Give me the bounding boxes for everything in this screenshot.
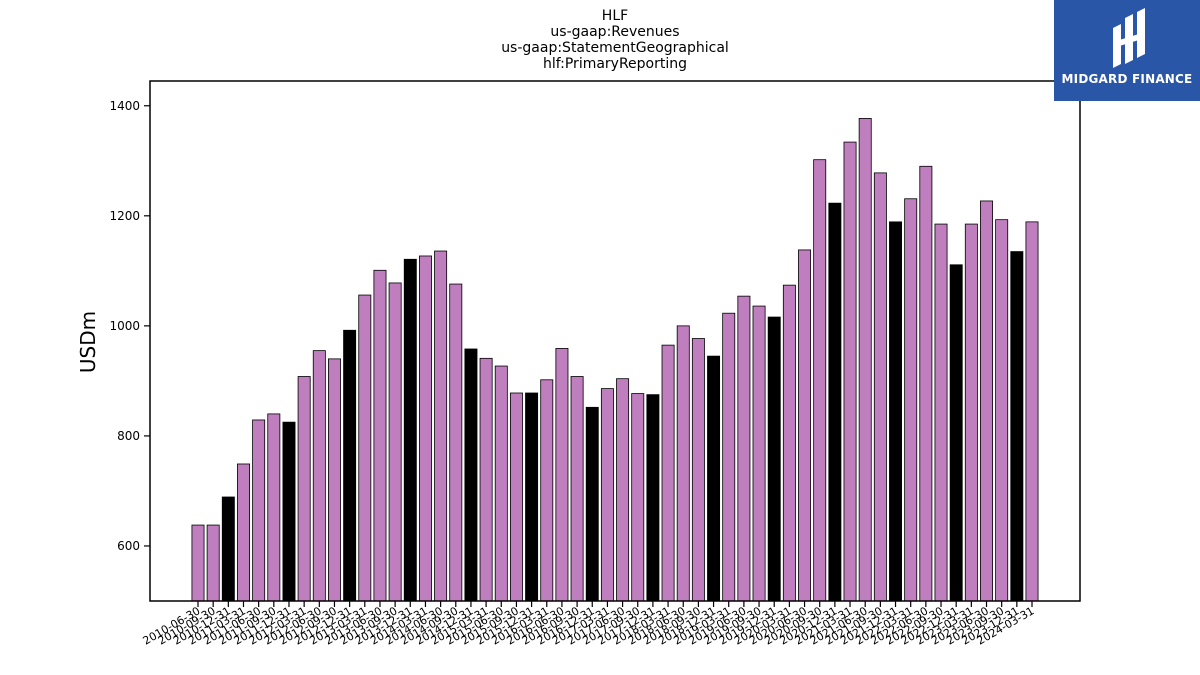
bar-2019-09-30 — [752, 305, 766, 602]
bar-2022-06-30 — [919, 165, 933, 602]
chart-title-line: us-gaap:Revenues — [550, 24, 679, 40]
bar-2019-03-31 — [722, 312, 736, 602]
bar-2023-12-31 — [1010, 251, 1024, 602]
bar-2011-12-31 — [282, 421, 296, 602]
bar-2021-03-31 — [843, 141, 857, 602]
bar-2019-12-31 — [767, 316, 781, 602]
bar-2012-12-31 — [343, 329, 357, 602]
bar-2020-12-31 — [828, 202, 842, 602]
y-axis-label: USDm — [76, 311, 100, 373]
bar-2018-06-30 — [676, 325, 690, 602]
bar-2011-06-30 — [252, 419, 266, 602]
bar-2015-09-30 — [509, 392, 523, 602]
bar-2016-03-31 — [540, 379, 554, 602]
bar-2015-03-31 — [479, 357, 493, 602]
bar-2018-12-31 — [707, 355, 721, 602]
bar-2020-09-30 — [813, 159, 827, 602]
bar-2013-03-31 — [358, 294, 372, 602]
y-axis: 600 800 1000 1200 1400 — [109, 99, 150, 553]
bar-2023-03-31 — [964, 223, 978, 602]
bar-2011-03-31 — [237, 463, 250, 602]
bar-2016-06-30 — [555, 348, 569, 602]
bar-2018-03-31 — [661, 344, 675, 602]
bar-2022-09-30 — [934, 223, 948, 602]
bar-2023-06-30 — [980, 200, 993, 602]
bar-2010-06-30 — [191, 524, 205, 602]
midgard-logo-icon — [1113, 8, 1145, 68]
plot-frame — [149, 80, 1081, 602]
y-tick-label: 600 — [117, 539, 140, 553]
bar-2015-12-31 — [525, 392, 539, 602]
bar-2011-09-30 — [267, 413, 281, 602]
bar-2014-06-30 — [434, 250, 448, 602]
bar-2017-09-30 — [631, 393, 645, 602]
bar-2019-06-30 — [737, 295, 751, 602]
bar-2012-09-30 — [328, 358, 341, 602]
bar-2012-03-31 — [297, 376, 311, 602]
bar-2023-09-30 — [995, 219, 1009, 602]
bar-2022-03-31 — [904, 198, 918, 602]
y-tick-label: 1200 — [109, 209, 140, 223]
bar-2024-03-31 — [1025, 221, 1039, 602]
bar-2016-09-30 — [570, 376, 584, 602]
chart-title: HLFus-gaap:Revenuesus-gaap:StatementGeog… — [501, 8, 729, 72]
bar-2021-12-31 — [889, 221, 902, 602]
bar-2010-09-30 — [206, 524, 220, 602]
bar-2014-09-30 — [449, 283, 463, 602]
bar-2017-03-31 — [600, 388, 614, 602]
bar-2016-12-31 — [585, 406, 599, 602]
bar-2013-09-30 — [388, 282, 402, 602]
x-axis: 2010-06-302010-09-302010-12-312011-03-31… — [141, 601, 1037, 648]
y-tick-label: 800 — [117, 429, 140, 443]
y-tick-label: 1000 — [109, 319, 140, 333]
bar-2014-03-31 — [418, 255, 432, 602]
y-tick-label: 1400 — [109, 99, 140, 113]
bar-2020-06-30 — [798, 249, 812, 602]
chart-title-line: HLF — [602, 8, 628, 24]
bar-2021-09-30 — [873, 172, 887, 602]
bar-2013-06-30 — [373, 269, 387, 602]
bar-2018-09-30 — [691, 338, 705, 602]
bar-2017-12-31 — [646, 394, 660, 602]
bar-2010-12-31 — [221, 496, 235, 602]
bar-2020-03-31 — [782, 284, 796, 602]
chart-title-line: hlf:PrimaryReporting — [543, 56, 687, 72]
bar-2014-12-31 — [464, 348, 478, 602]
bar-2015-06-30 — [494, 365, 508, 602]
bar-2013-12-31 — [403, 258, 417, 602]
midgard-finance-logo: MIDGARD FINANCE — [1054, 0, 1200, 101]
logo-text: MIDGARD FINANCE — [1061, 72, 1193, 86]
bar-2017-06-30 — [616, 378, 630, 602]
bars — [191, 118, 1039, 602]
chart-title-line: us-gaap:StatementGeographical — [501, 40, 729, 56]
bar-2012-06-30 — [312, 350, 326, 602]
bar-2021-06-30 — [858, 118, 872, 602]
bar-2022-12-31 — [949, 264, 963, 602]
